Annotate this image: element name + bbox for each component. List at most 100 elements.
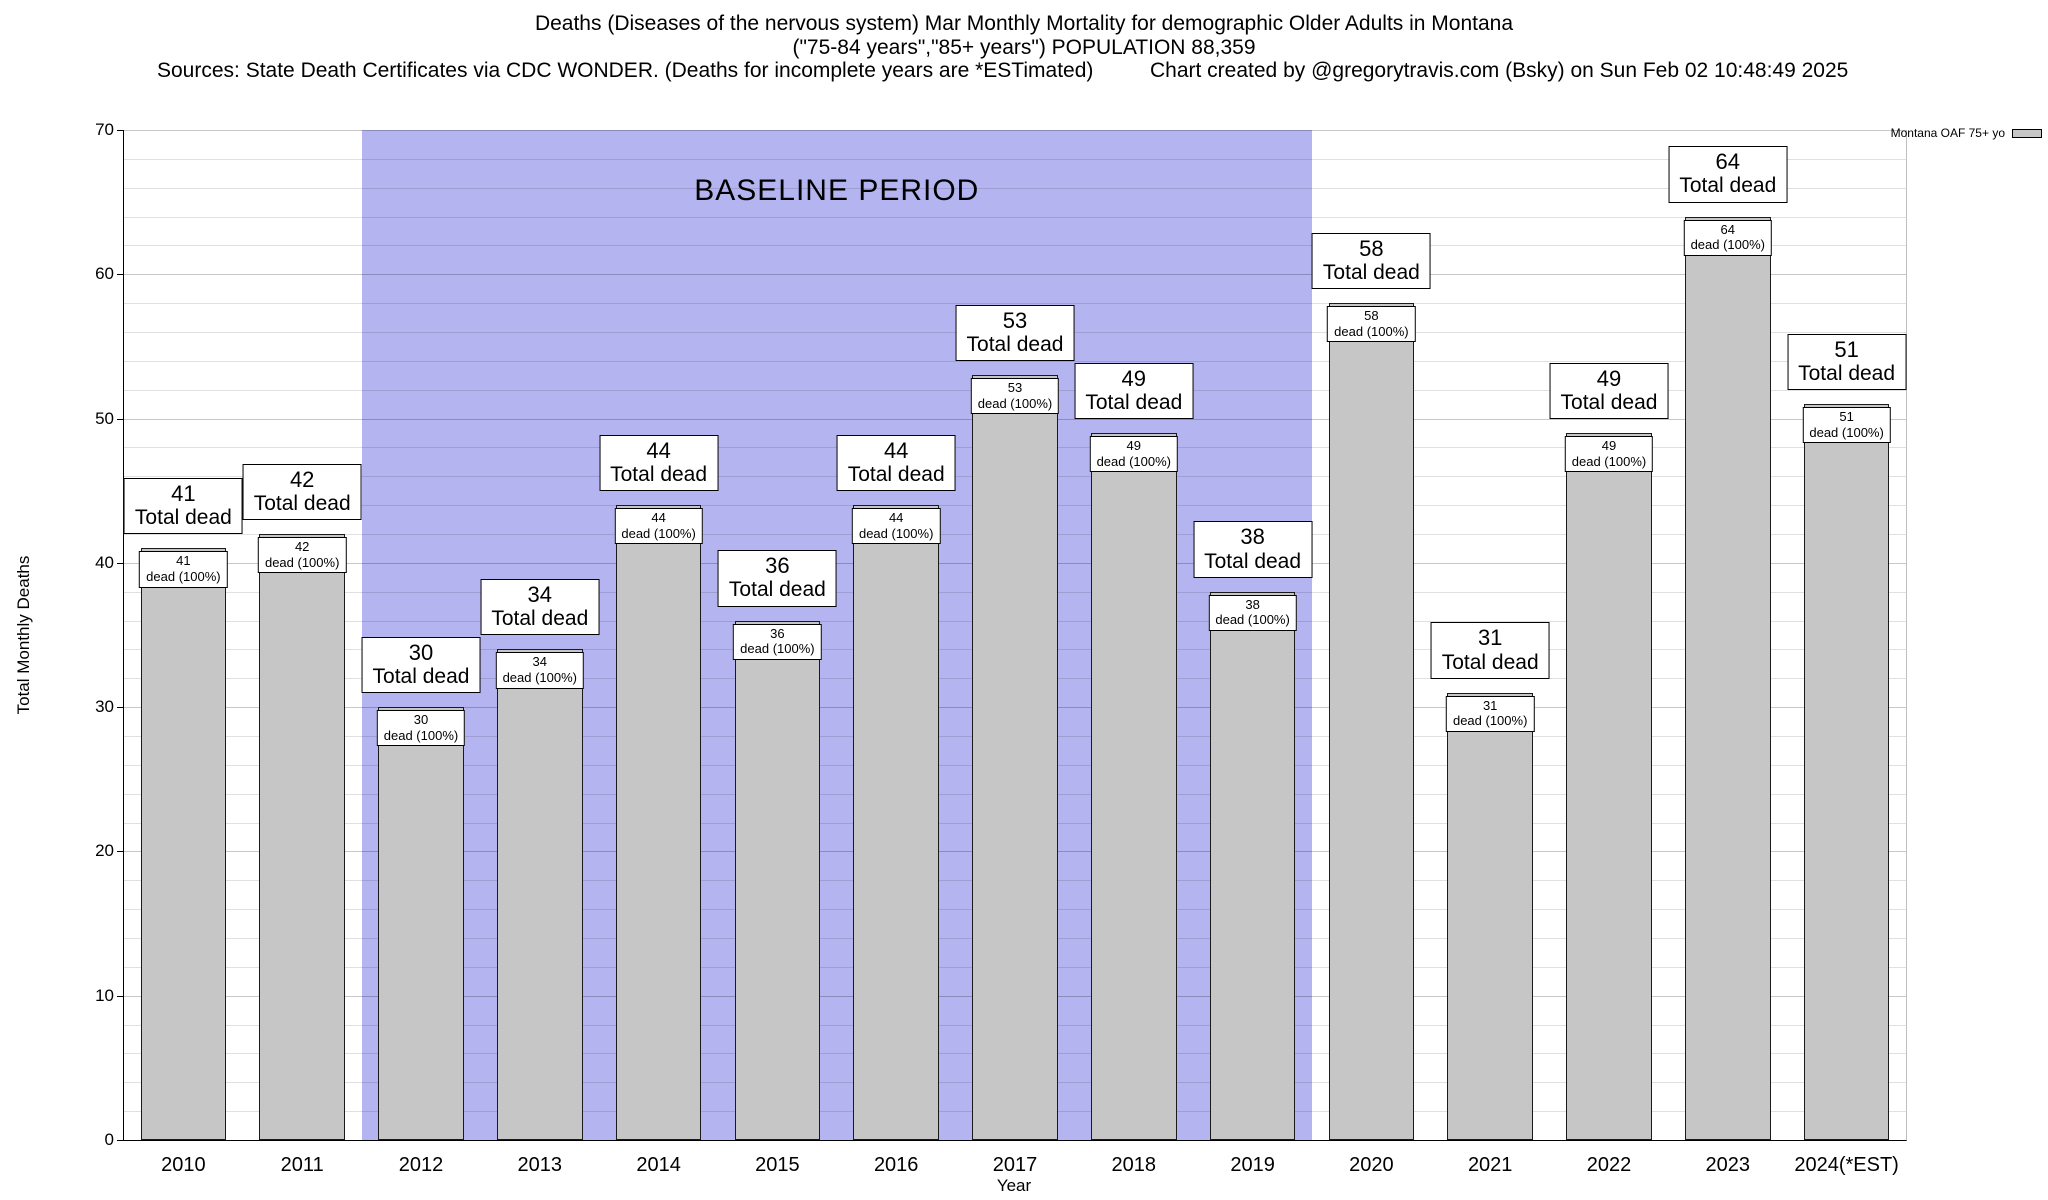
bar-2017 <box>972 375 1058 1140</box>
sources-note: Sources: State Death Certificates via CD… <box>157 59 1094 82</box>
legend: Montana OAF 75+ yo <box>1891 126 2042 140</box>
chart-subtitle: ("75-84 years","85+ years") POPULATION 8… <box>792 36 1256 59</box>
y-tick-mark-70 <box>117 130 124 131</box>
minor-gridline <box>124 158 1906 160</box>
y-axis-title: Total Monthly Deaths <box>14 555 33 715</box>
bar-count-value-2017: 53 <box>1007 380 1023 396</box>
x-tick-label-2022: 2022 <box>1586 1154 1632 1176</box>
minor-gridline <box>124 187 1906 189</box>
bar-total-text-2011: Total dead <box>253 491 351 515</box>
plot-area: BASELINE PERIOD 0 10 20 30 40 50 60 70 41 Total de… <box>95 120 1907 1176</box>
y-tick-mark-0 <box>117 1140 124 1141</box>
bar-count-value-2024-est: 51 <box>1839 409 1854 425</box>
bar-count-label-2017: 53 dead (100%) <box>970 378 1060 415</box>
bar-total-value-2013: 34 <box>527 582 553 607</box>
minor-gridline <box>124 245 1906 247</box>
bar-total-label-2013: 34 Total dead <box>480 579 600 636</box>
bar-count-value-2018: 49 <box>1126 438 1142 453</box>
bar-2014 <box>615 505 702 1140</box>
chart-title: Deaths (Diseases of the nervous system) … <box>534 12 1514 35</box>
y-tick-mark-60 <box>117 274 124 276</box>
bar-count-label-2024-est: 51 dead (100%) <box>1802 407 1891 444</box>
y-tick-mark-30 <box>117 707 124 709</box>
bar-total-value-2024-est: 51 <box>1834 336 1859 362</box>
bar-count-value-2011: 42 <box>294 539 310 554</box>
bar-total-value-2022: 49 <box>1596 365 1622 391</box>
bar-total-text-2019: Total dead <box>1204 549 1302 573</box>
minor-gridline <box>124 216 1906 218</box>
bar-2024-est <box>1803 404 1890 1140</box>
legend-label: Montana OAF 75+ yo <box>1890 126 2005 140</box>
legend-swatch-icon <box>2012 128 2042 138</box>
bar-count-text-2017: dead (100%) <box>977 395 1053 411</box>
y-tick-label-40: 40 <box>95 552 114 572</box>
y-tick-label-20: 20 <box>95 841 114 861</box>
bar-count-label-2011: 42 dead (100%) <box>257 537 347 574</box>
bar-count-value-2013: 34 <box>532 654 548 670</box>
y-tick-mark-10 <box>117 995 124 997</box>
x-tick-label-2023: 2023 <box>1705 1154 1751 1176</box>
bar-count-value-2020: 58 <box>1364 308 1379 324</box>
y-tick-label-30: 30 <box>95 697 114 717</box>
bar-count-label-2014: 44 dead (100%) <box>614 508 703 545</box>
bar-count-text-2012: dead (100%) <box>383 727 459 743</box>
bar-total-label-2014: 44 Total dead <box>599 434 719 492</box>
bar-count-text-2024-est: dead (100%) <box>1809 424 1884 440</box>
bar-count-label-2016: 44 dead (100%) <box>851 508 941 545</box>
bar-total-label-2023: 64 Total dead <box>1668 146 1788 203</box>
bar-total-text-2024-est: Total dead <box>1798 362 1896 386</box>
bar-total-value-2011: 42 <box>289 466 315 492</box>
bar-count-text-2018: dead (100%) <box>1096 453 1172 469</box>
bar-total-label-2021: 31 Total dead <box>1430 622 1550 679</box>
y-tick-label-0: 0 <box>104 1130 114 1149</box>
bar-2010 <box>140 548 227 1140</box>
bar-total-value-2010: 41 <box>171 481 196 506</box>
bar-count-text-2010: dead (100%) <box>146 569 221 585</box>
bar-total-label-2012: 30 Total dead <box>361 636 481 694</box>
bar-2013 <box>497 649 583 1140</box>
bar-count-text-2020: dead (100%) <box>1334 323 1409 339</box>
y-tick-label-70: 70 <box>95 120 114 139</box>
bar-count-text-2021: dead (100%) <box>1452 713 1528 729</box>
x-tick-label-2018: 2018 <box>1111 1154 1157 1176</box>
bar-count-value-2021: 31 <box>1482 697 1498 713</box>
bar-count-value-2016: 44 <box>888 510 904 526</box>
bar-count-text-2019: dead (100%) <box>1215 612 1290 628</box>
bar-2018 <box>1091 433 1177 1140</box>
x-tick-label-2020: 2020 <box>1349 1154 1394 1176</box>
bar-count-text-2015: dead (100%) <box>740 641 815 657</box>
bar-total-label-2022: 49 Total dead <box>1549 362 1669 419</box>
bar-total-value-2016: 44 <box>883 437 909 463</box>
bar-2019 <box>1209 591 1296 1140</box>
x-tick-label-2024-est: 2024(*EST) <box>1794 1154 1899 1176</box>
bar-total-label-2011: 42 Total dead <box>242 463 362 520</box>
x-tick-label-2021: 2021 <box>1467 1154 1513 1176</box>
bar-count-label-2010: 41 dead (100%) <box>139 551 228 588</box>
bar-total-text-2023: Total dead <box>1679 174 1777 198</box>
bar-total-label-2024-est: 51 Total dead <box>1787 333 1907 391</box>
bar-total-text-2017: Total dead <box>966 333 1064 357</box>
major-gridline <box>124 130 1906 131</box>
minor-gridline <box>124 303 1906 305</box>
bar-count-value-2022: 49 <box>1601 438 1617 453</box>
x-tick-label-2011: 2011 <box>280 1154 324 1176</box>
bar-total-text-2015: Total dead <box>728 578 826 602</box>
major-gridline <box>124 274 1906 276</box>
bar-count-label-2023: 64 dead (100%) <box>1683 219 1773 256</box>
minor-gridline <box>124 360 1906 362</box>
x-tick-label-2015: 2015 <box>755 1154 800 1176</box>
bar-total-text-2012: Total dead <box>372 665 470 689</box>
bar-2012 <box>378 707 464 1140</box>
x-tick-label-2017: 2017 <box>992 1154 1038 1176</box>
bar-total-value-2019: 38 <box>1240 524 1265 550</box>
y-tick-label-60: 60 <box>95 264 114 284</box>
bar-total-text-2014: Total dead <box>610 463 708 487</box>
bar-total-value-2018: 49 <box>1121 365 1147 391</box>
bar-total-text-2010: Total dead <box>134 506 232 530</box>
bar-2023 <box>1685 216 1771 1140</box>
bar-count-text-2016: dead (100%) <box>858 525 934 541</box>
bar-count-label-2012: 30 dead (100%) <box>376 710 466 747</box>
bar-2022 <box>1566 433 1652 1140</box>
x-tick-label-2012: 2012 <box>398 1154 444 1176</box>
bar-count-value-2014: 44 <box>651 510 666 526</box>
